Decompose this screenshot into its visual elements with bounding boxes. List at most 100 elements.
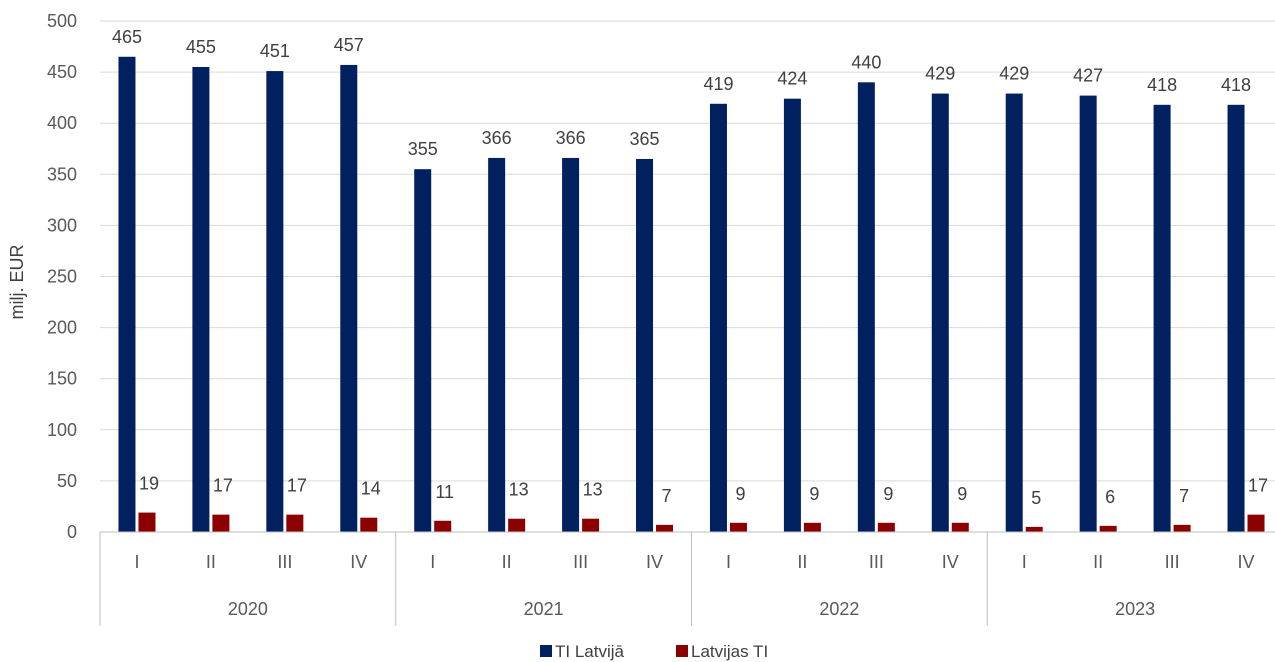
y-tick-label: 350 [47, 164, 77, 184]
data-label-latvijas-ti: 13 [583, 480, 603, 500]
y-tick-label: 200 [47, 318, 77, 338]
bar-ti-latvija [1153, 104, 1171, 532]
bar-latvijas-ti [803, 522, 821, 532]
y-tick-label: 0 [67, 522, 77, 542]
bar-ti-latvija [783, 98, 801, 532]
x-group-label: 2022 [819, 599, 859, 619]
x-tick-label: IV [942, 552, 959, 572]
bar-ti-latvija [562, 157, 580, 532]
bar-latvijas-ti [434, 520, 452, 532]
bar-latvijas-ti [1173, 524, 1191, 532]
data-label-latvijas-ti: 9 [809, 484, 819, 504]
bar-latvijas-ti [1247, 514, 1265, 532]
x-group-label: 2020 [228, 599, 268, 619]
bar-ti-latvija [857, 82, 875, 532]
y-tick-label: 450 [47, 62, 77, 82]
bar-latvijas-ti [729, 522, 747, 532]
data-label-ti-latvija: 465 [112, 27, 142, 47]
data-label-ti-latvija: 355 [408, 139, 438, 159]
bar-ti-latvija [266, 71, 284, 532]
y-tick-label: 100 [47, 420, 77, 440]
data-label-latvijas-ti: 7 [1179, 486, 1189, 506]
bar-latvijas-ti [1025, 526, 1043, 532]
data-label-ti-latvija: 427 [1073, 66, 1103, 86]
legend: TI Latvijā Latvijas TI [540, 642, 768, 661]
bar-latvijas-ti [212, 514, 230, 532]
x-tick-label: II [502, 552, 512, 572]
data-label-ti-latvija: 366 [556, 128, 586, 148]
data-label-ti-latvija: 365 [630, 129, 660, 149]
data-label-ti-latvija: 440 [851, 52, 881, 72]
x-tick-label: IV [646, 552, 663, 572]
data-label-latvijas-ti: 17 [287, 476, 307, 496]
y-tick-label: 250 [47, 267, 77, 287]
legend-item-ti-latvija: TI Latvijā [555, 642, 625, 661]
data-label-latvijas-ti: 11 [435, 482, 454, 502]
bar-ti-latvija [414, 169, 432, 532]
y-tick-label: 150 [47, 369, 77, 389]
x-group-label: 2021 [524, 599, 564, 619]
data-label-ti-latvija: 451 [260, 41, 290, 61]
legend-swatch [540, 645, 552, 657]
data-label-latvijas-ti: 7 [662, 486, 672, 506]
data-label-ti-latvija: 457 [334, 35, 364, 55]
bar-latvijas-ti [656, 524, 674, 532]
data-label-ti-latvija: 418 [1147, 75, 1177, 95]
x-tick-label: I [1022, 552, 1027, 572]
y-axis-label: milj. EUR [7, 245, 27, 320]
bar-ti-latvija [1079, 95, 1097, 532]
legend-swatch [676, 645, 688, 657]
x-tick-label: III [277, 552, 292, 572]
x-group-label: 2023 [1115, 599, 1155, 619]
data-label-ti-latvija: 366 [482, 128, 512, 148]
x-tick-label: I [726, 552, 731, 572]
bar-latvijas-ti [582, 518, 600, 532]
bar-latvijas-ti [286, 514, 304, 532]
data-label-latvijas-ti: 6 [1105, 487, 1115, 507]
x-tick-label: II [206, 552, 216, 572]
data-label-latvijas-ti: 14 [361, 479, 381, 499]
y-tick-label: 500 [47, 11, 77, 31]
x-tick-label: I [430, 552, 435, 572]
data-label-latvijas-ti: 19 [139, 474, 159, 494]
bar-ti-latvija [1227, 104, 1245, 532]
x-tick-label: I [134, 552, 139, 572]
data-labels: 465 19 455 17 451 17 457 14 355 11 366 13 366 13 365 7 4… [112, 27, 1268, 508]
legend-item-latvijas-ti: Latvijas TI [691, 642, 768, 661]
data-label-latvijas-ti: 9 [883, 484, 893, 504]
data-label-latvijas-ti: 9 [735, 484, 745, 504]
bars [118, 56, 1265, 533]
data-label-ti-latvija: 418 [1221, 75, 1251, 95]
x-tick-label: III [869, 552, 884, 572]
bar-latvijas-ti [508, 518, 526, 532]
bar-ti-latvija [488, 157, 506, 532]
y-axis-ticks: 0 50 100 150 200 250 300 350 400 450 500 [47, 11, 77, 542]
x-tick-label: II [797, 552, 807, 572]
y-tick-label: 50 [57, 471, 77, 491]
x-tick-label: III [1165, 552, 1180, 572]
data-label-ti-latvija: 429 [999, 64, 1029, 84]
bar-ti-latvija [192, 66, 210, 533]
data-label-latvijas-ti: 17 [213, 476, 233, 496]
x-tick-label: IV [350, 552, 367, 572]
data-label-ti-latvija: 419 [703, 74, 733, 94]
gridlines [100, 20, 1275, 482]
data-label-ti-latvija: 429 [925, 64, 955, 84]
x-tick-label: II [1093, 552, 1103, 572]
data-label-latvijas-ti: 9 [957, 484, 967, 504]
bar-ti-latvija [636, 158, 654, 532]
data-label-ti-latvija: 455 [186, 37, 216, 57]
data-label-latvijas-ti: 17 [1248, 476, 1268, 496]
y-tick-label: 300 [47, 215, 77, 235]
bar-ti-latvija [1005, 93, 1023, 532]
data-label-latvijas-ti: 13 [509, 480, 529, 500]
x-tick-label: IV [1238, 552, 1255, 572]
y-tick-label: 400 [47, 113, 77, 133]
bar-ti-latvija [340, 64, 358, 533]
bar-latvijas-ti [951, 522, 969, 532]
bar-ti-latvija [118, 56, 136, 533]
bar-ti-latvija [709, 103, 727, 533]
bar-latvijas-ti [138, 512, 156, 532]
bar-latvijas-ti [877, 522, 895, 532]
